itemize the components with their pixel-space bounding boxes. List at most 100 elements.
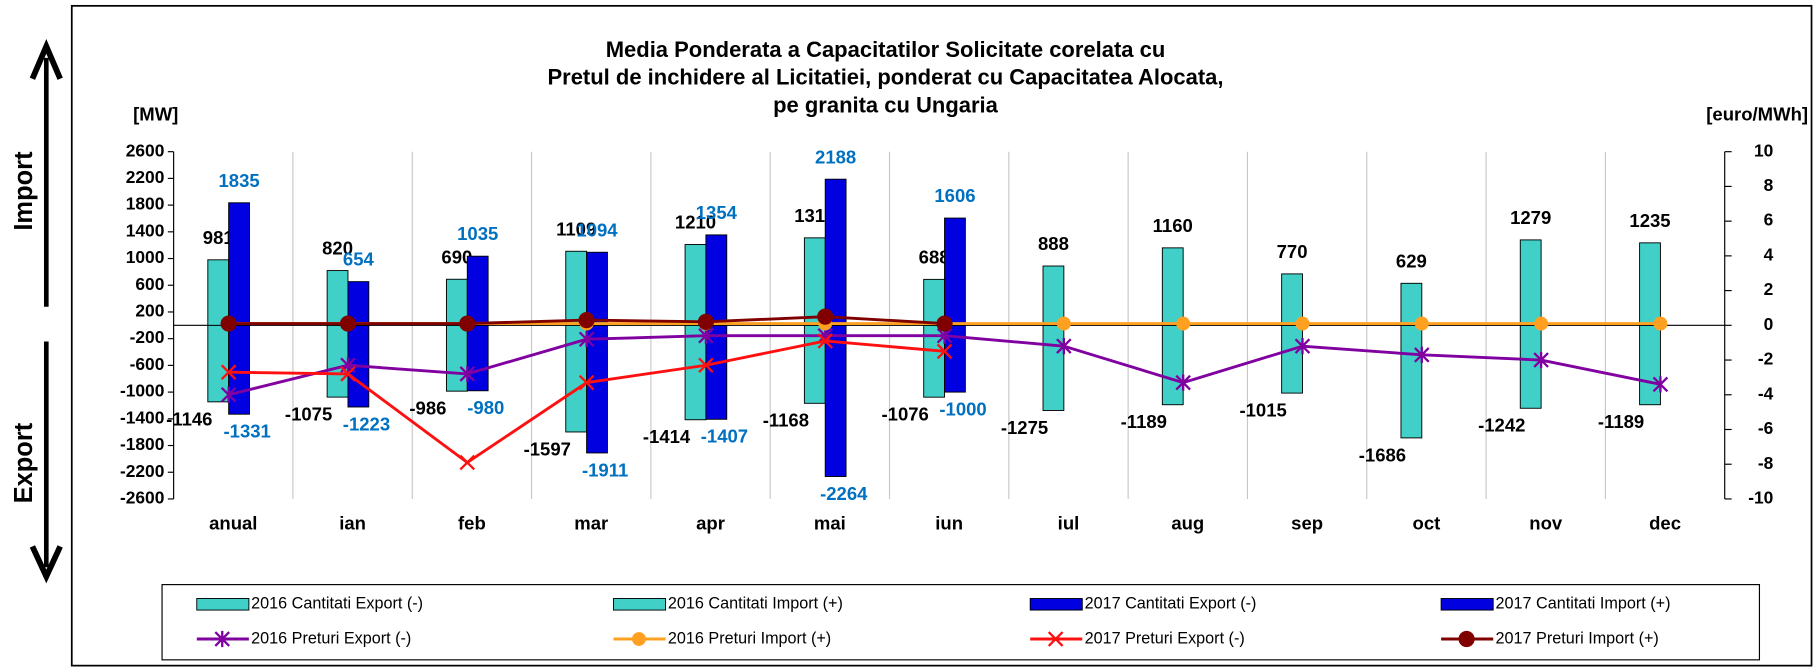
y-tick-label: 2600 [126,140,165,160]
legend-label: 2017 Preturi Import (+) [1496,629,1659,647]
data-label: -986 [409,398,446,419]
bar [705,234,728,326]
bar [1281,273,1303,326]
bar [1161,247,1184,326]
data-label: -1075 [285,404,332,425]
line-marker [220,386,237,403]
line-marker [220,315,237,332]
bar [466,324,489,392]
y-tick-label: -600 [130,354,165,374]
chart-frame [70,4,1813,667]
legend-swatch [1029,598,1083,611]
data-label: 888 [1038,233,1069,254]
legend-label: 2016 Preturi Import (+) [668,629,831,647]
data-label: 688 [919,246,950,267]
bar [684,244,707,326]
y-tick-label: -2600 [120,488,164,508]
line-marker [339,315,357,332]
x-tick-label: apr [696,512,725,533]
legend-label: 2017 Preturi Export (-) [1085,629,1245,647]
data-label: -1414 [643,426,691,447]
data-label: 820 [322,238,353,259]
y2-tick-label: -2 [1758,349,1773,369]
data-label: -1223 [343,413,390,434]
data-label: 629 [1396,250,1427,271]
bar [1042,265,1065,326]
x-tick-label: anual [209,512,257,533]
legend-marker [214,630,231,648]
line-marker [578,312,595,329]
data-label: 1094 [576,219,618,240]
y2-tick-label: 2 [1764,279,1774,299]
bar [1519,324,1542,409]
y2-tick-label: 10 [1754,140,1773,160]
data-label: 1835 [218,170,259,191]
bar [1281,324,1303,394]
data-label: -1275 [1001,417,1048,438]
line-marker [1534,316,1549,331]
y-tick-label: -200 [130,327,165,347]
line-series [220,308,953,332]
x-tick-label: ian [339,512,366,533]
x-tick-label: oct [1413,512,1441,533]
data-label: -1000 [939,399,986,420]
bar [466,255,489,326]
line-marker [817,333,833,349]
line-marker [340,366,356,382]
y2-tick-label: 0 [1764,314,1774,334]
data-label: 1606 [934,185,975,206]
bar [1161,324,1184,406]
line-marker [1294,338,1311,355]
chart-title: Media Ponderata a Capacitatilor Solicita… [606,37,1166,62]
bar [207,259,230,326]
y2-tick-label: -4 [1758,383,1774,403]
data-label: -1686 [1359,444,1406,465]
legend-label: 2016 Preturi Export (-) [251,629,411,647]
bar [1639,242,1661,326]
y-tick-label: 2200 [126,167,165,187]
y-tick-label: 600 [135,274,164,294]
y-tick-label: -1800 [120,434,164,454]
chart-title: pe granita cu Ungaria [773,92,999,117]
x-tick-label: mai [814,512,846,533]
line-marker [459,315,476,332]
x-tick-label: iul [1058,512,1080,533]
legend-label: 2016 Cantitati Import (+) [668,595,843,613]
data-label: -1407 [701,426,748,447]
legend-marker [632,632,646,646]
legend-marker [1458,630,1475,648]
line-marker [697,313,715,330]
line-marker [1414,316,1429,331]
y-axis-label: [MW] [133,104,178,125]
x-tick-label: iun [935,512,963,533]
x-tick-label: sep [1291,512,1323,533]
legend-label: 2017 Cantitati Export (-) [1085,595,1257,613]
x-tick-label: nov [1529,512,1563,533]
line-marker [1175,374,1191,391]
line-marker [936,315,953,332]
x-tick-label: mar [574,512,608,533]
y-tick-label: 1800 [126,194,165,214]
data-label: 1279 [1510,207,1551,228]
side-arrows [29,39,63,584]
y-tick-label: 200 [135,301,164,321]
legend-marker [1047,631,1064,647]
chart-title: Pretul de inchidere al Licitatiei, ponde… [547,65,1223,90]
bar [445,324,468,392]
x-tick-label: aug [1171,512,1204,533]
data-label: 690 [441,246,472,267]
bar [347,281,370,326]
line-series [220,333,953,471]
data-label: -1189 [1598,411,1644,432]
y2-tick-label: 4 [1764,244,1774,264]
legend-swatch [196,598,250,611]
side-label: Import [10,151,38,231]
bar [228,202,250,326]
data-label: -1146 [166,408,212,429]
data-label: -1331 [223,421,270,442]
data-label: 981 [203,227,234,248]
bar [586,251,608,326]
data-label: -1015 [1239,400,1286,421]
data-label: -2264 [820,483,868,504]
